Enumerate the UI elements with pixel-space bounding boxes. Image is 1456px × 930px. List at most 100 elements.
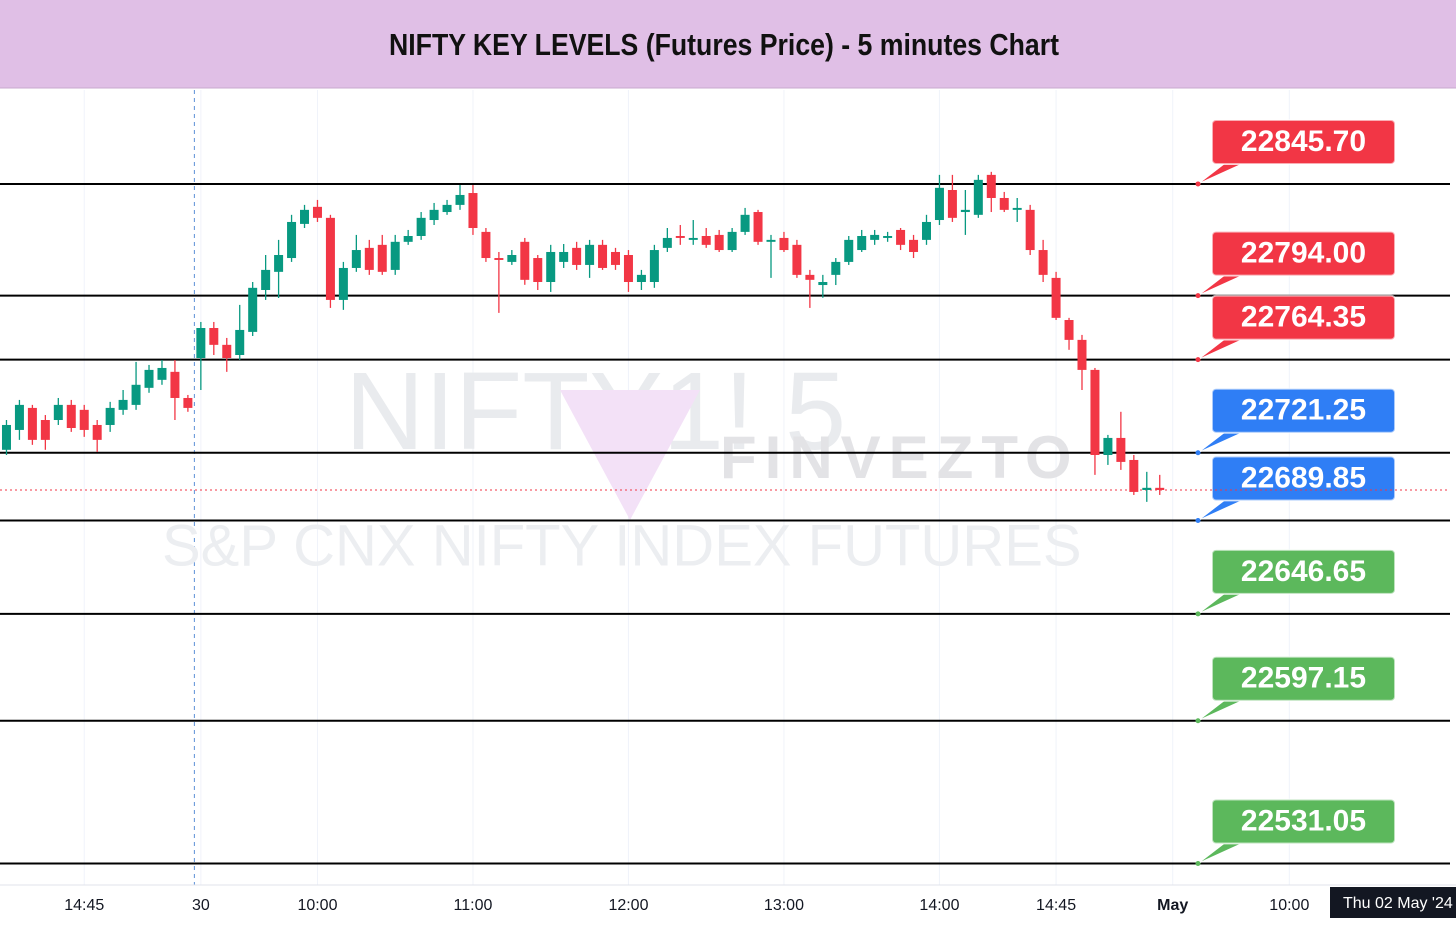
- candle-body: [468, 193, 478, 229]
- candle-body: [170, 371, 180, 398]
- x-tick-label: 14:45: [1036, 897, 1076, 914]
- candle-body: [1090, 369, 1100, 455]
- candle-body: [1142, 487, 1152, 490]
- x-tick-label: 11:00: [454, 897, 493, 914]
- chart-title: NIFTY KEY LEVELS (Futures Price) - 5 min…: [389, 28, 1059, 62]
- candle-body: [1155, 487, 1165, 490]
- candle-body: [196, 328, 206, 359]
- x-tick-label: 14:00: [919, 897, 959, 914]
- key-level-box: [1211, 655, 1396, 702]
- key-level-box: [1211, 548, 1396, 595]
- key-level-anchor: [1195, 450, 1201, 456]
- candle-body: [235, 329, 245, 355]
- candle-body: [921, 221, 931, 240]
- candle-body: [1129, 459, 1139, 492]
- candle-body: [675, 235, 685, 238]
- candle-body: [818, 282, 828, 286]
- candle-body: [520, 241, 530, 280]
- candle-body: [92, 424, 102, 440]
- x-tick-label: 10:00: [297, 897, 337, 914]
- candle-body: [131, 384, 141, 405]
- x-tick-label: 13:00: [764, 897, 804, 914]
- key-level-label: 22531.05: [1241, 804, 1366, 837]
- candle-body: [831, 261, 841, 275]
- candle-body: [559, 251, 569, 262]
- candle-body: [144, 369, 154, 388]
- candle-body: [986, 174, 996, 198]
- candle-body: [714, 234, 724, 251]
- candle-body: [118, 399, 128, 410]
- candle-body: [274, 255, 284, 272]
- candle-body: [312, 206, 322, 218]
- candle-body: [727, 231, 737, 251]
- candle-body: [533, 258, 543, 283]
- candle-body: [649, 250, 659, 283]
- candle-body: [183, 397, 193, 408]
- candle-body: [390, 241, 400, 270]
- candle-body: [701, 235, 711, 245]
- watermark-brand: FINVEZTO: [720, 424, 1080, 491]
- candle-body: [1025, 209, 1035, 251]
- candle-body: [1051, 277, 1061, 318]
- candle-body: [481, 231, 491, 259]
- candle-body: [364, 247, 374, 270]
- candle-body: [947, 189, 957, 218]
- candle-body: [455, 194, 465, 205]
- key-level-anchor: [1195, 518, 1201, 524]
- candle-body: [1103, 437, 1113, 455]
- candle-body: [909, 239, 919, 252]
- candle-body: [66, 404, 76, 428]
- candle-body: [598, 244, 608, 268]
- candle-body: [740, 214, 750, 232]
- plot: 22845.70 22794.00 22764.35 22721.25 22689.85…: [0, 118, 1450, 867]
- crosshair-label: Thu 02 May '24: [1343, 895, 1453, 912]
- key-level-label: 22794.00: [1241, 237, 1366, 270]
- key-level-box: [1211, 455, 1396, 502]
- candle-body: [325, 217, 335, 300]
- candle-body: [934, 187, 944, 221]
- candle-body: [287, 221, 297, 259]
- candle-body: [611, 251, 621, 265]
- key-level-box: [1211, 118, 1396, 165]
- key-level-label: 22764.35: [1241, 301, 1366, 334]
- candle-body: [300, 209, 310, 224]
- candle-body: [377, 244, 387, 272]
- candle-body: [53, 404, 63, 421]
- candle-body: [792, 244, 802, 275]
- x-tick-label: 12:00: [608, 897, 648, 914]
- key-level-box: [1211, 387, 1396, 434]
- candle-body: [546, 251, 556, 283]
- candle-body: [1116, 437, 1126, 462]
- x-tick-label: 10:00: [1269, 897, 1309, 914]
- x-tick-label: May: [1157, 897, 1188, 914]
- candle-body: [572, 247, 582, 265]
- candle-body: [248, 287, 258, 332]
- candle-body: [753, 212, 763, 242]
- candle-body: [14, 404, 24, 430]
- x-tick-label: 14:45: [64, 897, 104, 914]
- watermark-logo: [560, 390, 700, 520]
- key-level-box: [1211, 798, 1396, 845]
- key-level-anchor: [1195, 181, 1201, 187]
- candle-body: [222, 344, 232, 359]
- x-tick-label: 30: [192, 897, 210, 914]
- candle-body: [623, 255, 633, 283]
- key-level-anchor: [1195, 357, 1201, 363]
- candle-body: [27, 407, 37, 440]
- candle-body: [896, 229, 906, 245]
- key-level-anchor: [1195, 293, 1201, 299]
- candle-body: [157, 367, 167, 380]
- candle-body: [585, 244, 595, 265]
- key-level-anchor: [1195, 718, 1201, 724]
- candle-body: [844, 239, 854, 262]
- title-banner: [0, 0, 1456, 88]
- candle-body: [766, 239, 776, 242]
- candle-body: [636, 274, 646, 283]
- candle-body: [416, 217, 426, 236]
- key-level-label: 22689.85: [1241, 461, 1366, 494]
- candle-body: [79, 409, 89, 430]
- candle-body: [442, 204, 452, 213]
- time-axis: 14:45 30 10:00 11:00 12:00 13:00 14:00 14:45 May…: [64, 897, 1309, 914]
